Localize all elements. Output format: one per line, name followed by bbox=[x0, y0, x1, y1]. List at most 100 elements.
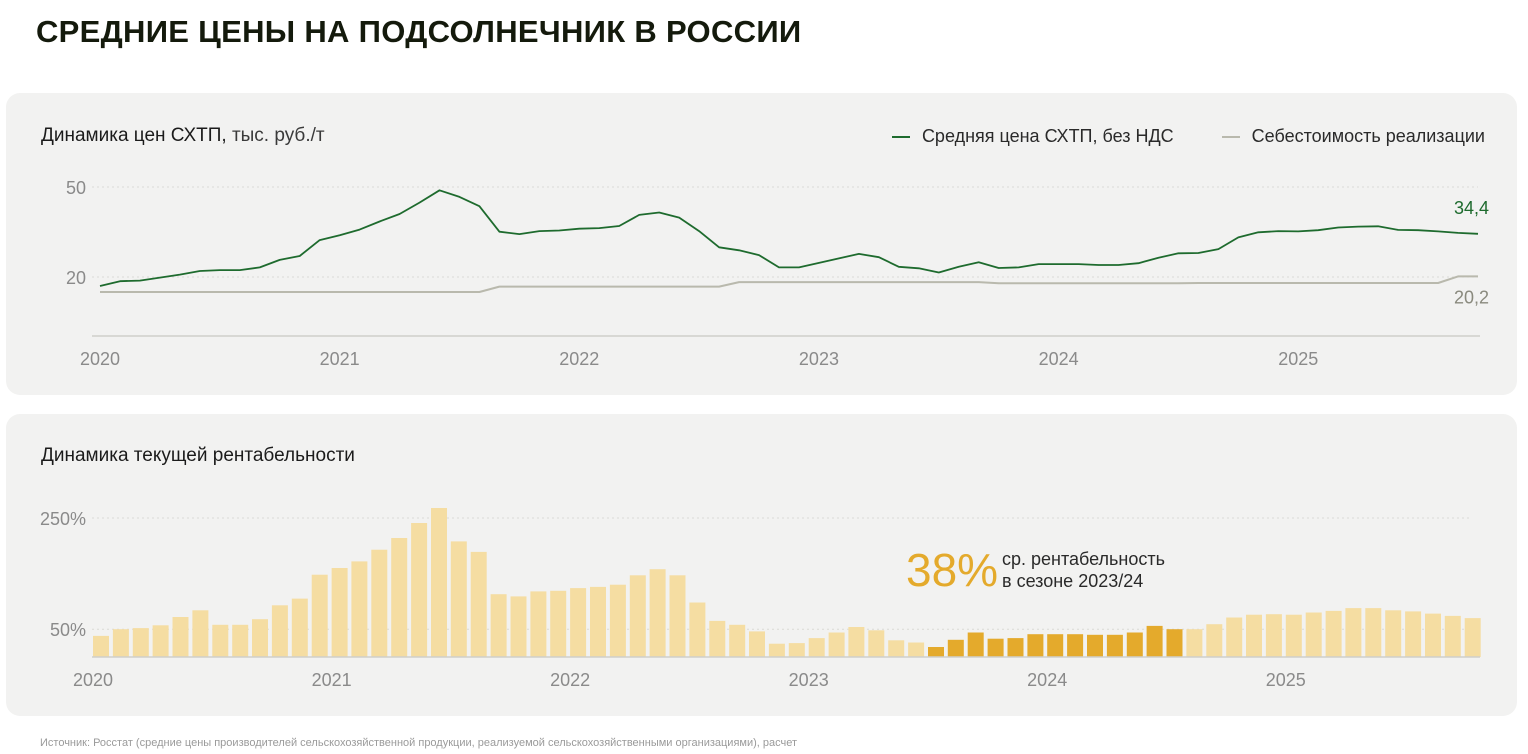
profitability-chart-title: Динамика текущей рентабельности bbox=[41, 445, 355, 466]
bar bbox=[1325, 610, 1342, 657]
bar bbox=[1285, 614, 1302, 657]
annotation-value: 38% bbox=[906, 544, 998, 596]
bar bbox=[1047, 634, 1064, 657]
legend-item-price: Средняя цена СХТП, без НДС bbox=[891, 126, 1174, 147]
page-title: СРЕДНИЕ ЦЕНЫ НА ПОДСОЛНЕЧНИК В РОССИИ bbox=[36, 14, 802, 49]
bar bbox=[1106, 634, 1123, 657]
x-tick-label: 2025 bbox=[1266, 670, 1306, 690]
bar bbox=[808, 638, 825, 657]
bar bbox=[689, 602, 706, 657]
x-tick-label: 2024 bbox=[1039, 349, 1079, 369]
price-chart-legend: Средняя цена СХТП, без НДС Себестоимость… bbox=[891, 126, 1485, 147]
bar bbox=[629, 575, 646, 657]
bar bbox=[152, 625, 169, 657]
bar bbox=[1385, 610, 1402, 657]
bar bbox=[1206, 624, 1223, 657]
bar bbox=[848, 627, 865, 657]
bar bbox=[530, 591, 547, 657]
bar bbox=[112, 629, 129, 657]
bar bbox=[749, 631, 765, 657]
bar bbox=[172, 617, 189, 657]
bar bbox=[1265, 614, 1282, 657]
bar bbox=[888, 640, 905, 657]
y-tick-label: 50 bbox=[66, 178, 86, 198]
x-tick-label: 2020 bbox=[73, 670, 113, 690]
bar bbox=[768, 643, 785, 657]
bar bbox=[669, 575, 686, 657]
bar bbox=[351, 561, 368, 657]
bar bbox=[212, 624, 229, 657]
x-tick-label: 2023 bbox=[789, 670, 829, 690]
bar bbox=[947, 639, 964, 657]
end-label-price: 34,4 bbox=[1454, 198, 1489, 218]
bar bbox=[868, 630, 885, 657]
bar bbox=[232, 624, 249, 657]
x-tick-label: 2022 bbox=[559, 349, 599, 369]
y-tick-label: 20 bbox=[66, 268, 86, 288]
x-tick-label: 2021 bbox=[320, 349, 360, 369]
price-chart-title-main: Динамика цен СХТП, bbox=[41, 125, 227, 146]
bar bbox=[1365, 608, 1382, 657]
price-chart-panel: Динамика цен СХТП, тыс. руб./т Средняя ц… bbox=[6, 93, 1517, 395]
legend-label-price: Средняя цена СХТП, без НДС bbox=[921, 126, 1174, 146]
bar bbox=[1126, 632, 1143, 657]
bar bbox=[431, 508, 447, 657]
profitability-chart-panel: Динамика текущей рентабельности 250% 50% 2… bbox=[6, 414, 1517, 716]
bar bbox=[93, 635, 109, 657]
annotation-text-line2: в сезоне 2023/24 bbox=[1002, 571, 1143, 591]
bar bbox=[252, 619, 268, 657]
bar bbox=[550, 590, 567, 657]
profitability-bar-chart: 250% 50% 2020 2021 2022 2023 2024 2025 38% ср. ре… bbox=[40, 508, 1481, 690]
bar bbox=[1305, 612, 1322, 657]
y-tick-label: 250% bbox=[40, 509, 86, 529]
legend-item-cost: Себестоимость реализации bbox=[1221, 126, 1485, 147]
bar bbox=[1464, 618, 1481, 657]
bar bbox=[1067, 634, 1084, 657]
legend-swatch-price bbox=[891, 135, 910, 138]
bar bbox=[470, 551, 487, 657]
bar bbox=[311, 574, 328, 657]
bar bbox=[1027, 634, 1044, 657]
bar bbox=[371, 549, 388, 657]
bar bbox=[1405, 611, 1422, 657]
bar bbox=[928, 647, 944, 657]
bar bbox=[1166, 629, 1183, 657]
bar bbox=[788, 643, 805, 657]
bar bbox=[1146, 625, 1163, 657]
bar bbox=[450, 541, 467, 657]
x-tick-label: 2021 bbox=[312, 670, 352, 690]
x-tick-label: 2022 bbox=[550, 670, 590, 690]
bar bbox=[828, 632, 845, 657]
bar bbox=[1345, 608, 1362, 657]
bar bbox=[649, 569, 666, 657]
bar bbox=[411, 523, 428, 657]
x-tick-label: 2025 bbox=[1278, 349, 1318, 369]
bar bbox=[987, 638, 1004, 657]
bar bbox=[331, 568, 348, 657]
bar bbox=[729, 624, 746, 657]
y-tick-label: 50% bbox=[50, 620, 86, 640]
x-tick-label: 2023 bbox=[799, 349, 839, 369]
bar bbox=[1007, 638, 1024, 657]
source-note: Источник: Росстат (средние цены производ… bbox=[40, 737, 798, 749]
bar bbox=[908, 642, 925, 657]
bar bbox=[1444, 615, 1461, 657]
bar bbox=[609, 584, 626, 657]
bar bbox=[510, 596, 527, 657]
bar bbox=[1087, 634, 1103, 657]
bar bbox=[271, 605, 288, 657]
bar bbox=[132, 628, 149, 657]
price-chart-unit: тыс. руб./т bbox=[231, 125, 325, 146]
bar bbox=[570, 588, 587, 657]
bar bbox=[1226, 617, 1243, 657]
bar bbox=[1246, 614, 1262, 657]
annotation-text-line1: ср. рентабельность bbox=[1002, 549, 1165, 569]
x-tick-label: 2024 bbox=[1027, 670, 1067, 690]
x-tick-label: 2020 bbox=[80, 349, 120, 369]
series-line-price bbox=[99, 189, 1479, 287]
legend-swatch-cost bbox=[1221, 135, 1240, 138]
bar bbox=[291, 598, 308, 657]
end-label-cost: 20,2 bbox=[1454, 287, 1489, 307]
price-chart-title: Динамика цен СХТП, тыс. руб./т bbox=[41, 125, 325, 147]
